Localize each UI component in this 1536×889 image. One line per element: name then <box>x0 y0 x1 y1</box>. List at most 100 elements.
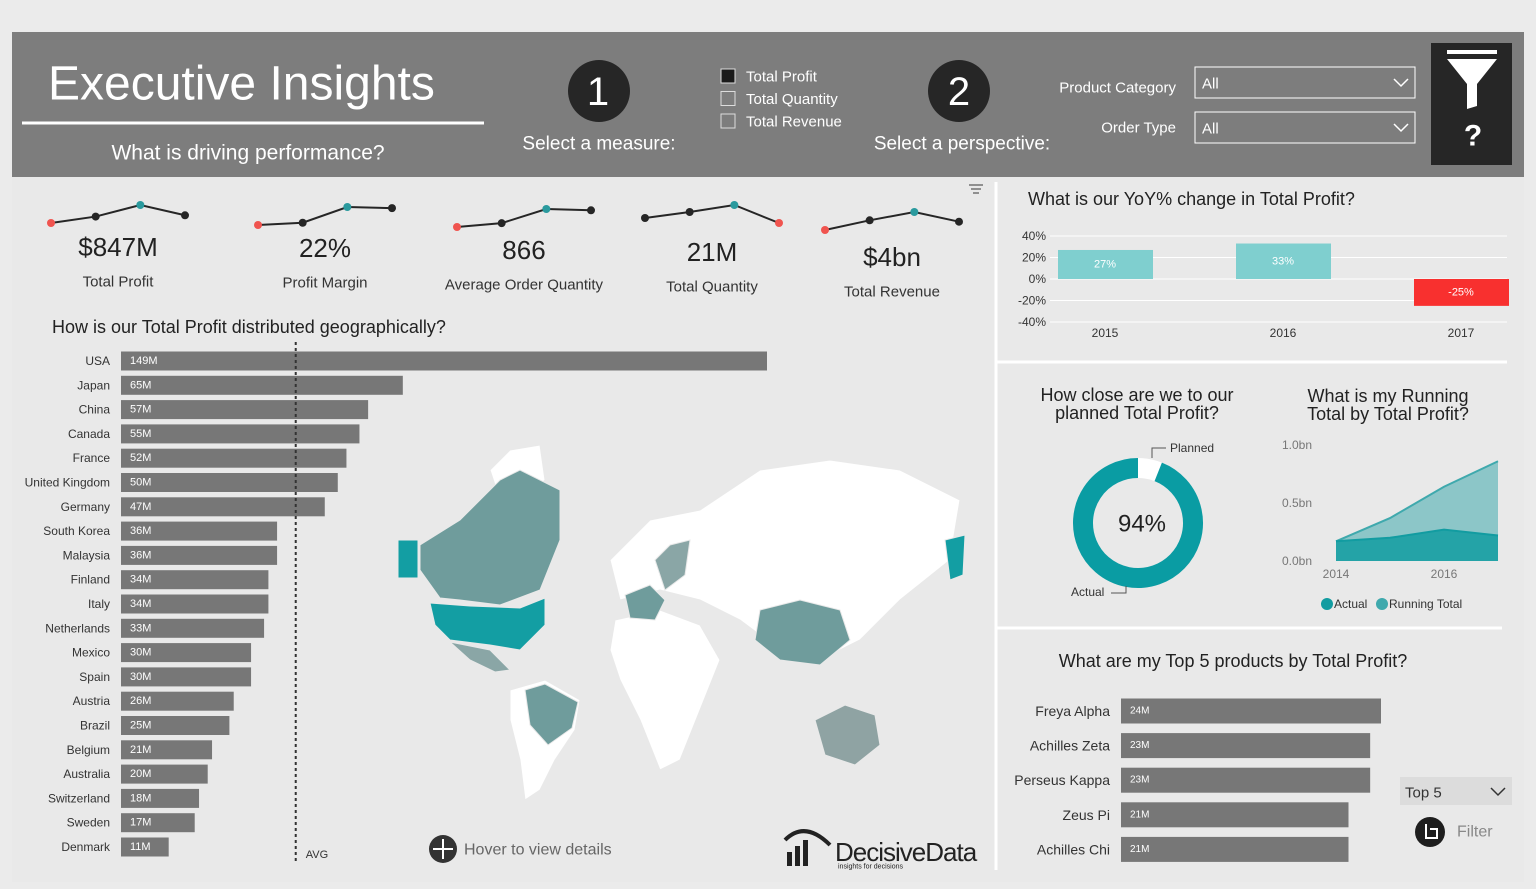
logo-tagline: insights for decisions <box>838 864 903 871</box>
filter-label: Order Type <box>1101 120 1176 137</box>
bar <box>1058 249 1153 279</box>
value-label: 23M <box>1130 740 1149 751</box>
value-label: 21M <box>1130 844 1149 855</box>
legend-label: Running Total <box>1389 597 1462 611</box>
chart-title: What are my Top 5 products by Total Prof… <box>1059 651 1408 671</box>
logo-name: DecisiveData <box>835 837 978 867</box>
filter-hand-icon[interactable] <box>1415 817 1445 847</box>
category-label: South Korea <box>43 524 110 538</box>
sparkline-point <box>775 219 783 227</box>
sparkline-point <box>497 219 506 228</box>
bar <box>121 400 369 420</box>
category-label: Austria <box>73 694 111 708</box>
sort-icon[interactable] <box>969 184 983 194</box>
category-label: France <box>73 451 111 465</box>
bar <box>121 740 213 760</box>
x-tick-label: 2014 <box>1323 567 1350 581</box>
sparkline-point <box>821 226 829 234</box>
bar <box>121 545 278 565</box>
chevron <box>1490 787 1506 797</box>
category-label: Switzerland <box>48 791 110 805</box>
bar <box>121 351 767 371</box>
value-label: 50M <box>130 477 151 489</box>
value-label: 27% <box>1094 258 1116 270</box>
value-label: 17M <box>130 817 151 829</box>
measure-label: Total Quantity <box>746 91 838 108</box>
value-label: 52M <box>130 452 151 464</box>
donut-center-label: 94% <box>1118 511 1166 538</box>
y-tick-label: 0% <box>1029 272 1047 286</box>
world-map <box>397 444 966 801</box>
donut-label: Actual <box>1071 585 1104 599</box>
filter-dropdown[interactable] <box>1194 66 1416 99</box>
value-label: 24M <box>1130 706 1149 717</box>
category-label: Perseus Kappa <box>1014 772 1110 788</box>
kpi-value: 866 <box>502 235 545 265</box>
sparkline-point <box>47 219 55 227</box>
legend-swatch <box>1321 598 1333 610</box>
bar <box>121 813 195 833</box>
value-label: 21M <box>130 744 151 756</box>
kpi-value: $4bn <box>863 242 921 272</box>
bar <box>1121 836 1349 862</box>
y-tick-label: 1.0bn <box>1282 438 1312 452</box>
step-number: 1 <box>587 70 609 114</box>
category-label: Achilles Chi <box>1037 841 1110 857</box>
value-label: 26M <box>130 695 151 707</box>
y-tick-label: 20% <box>1022 251 1046 265</box>
step-prompt: Select a measure: <box>522 134 675 155</box>
sparkline-point <box>910 208 919 216</box>
top-n-value: Top 5 <box>1405 785 1442 802</box>
bar <box>121 618 265 638</box>
sparkline <box>456 207 592 228</box>
y-tick-label: 0.5bn <box>1282 496 1312 510</box>
sparkline-point <box>955 217 963 226</box>
donut-label: Planned <box>1170 441 1214 455</box>
bar <box>121 594 269 614</box>
sparkline-point <box>587 206 595 215</box>
bar <box>121 667 252 687</box>
map-hint: Hover to view details <box>464 842 612 859</box>
filter-value: All <box>1202 76 1219 93</box>
header-band <box>12 32 1524 177</box>
category-label: Mexico <box>72 646 110 660</box>
filter-dropdown[interactable] <box>1194 111 1416 144</box>
sparkline-point <box>254 221 262 229</box>
category-label: United Kingdom <box>25 476 110 490</box>
donut-segment <box>1073 458 1203 588</box>
bar <box>121 570 269 590</box>
step-prompt: Select a perspective: <box>874 134 1050 155</box>
kpi-value: 22% <box>299 233 351 263</box>
kpi-label: Total Quantity <box>666 279 758 296</box>
sparkline-point <box>453 223 461 231</box>
category-label: Finland <box>71 573 110 587</box>
category-label: Achilles Zeta <box>1030 738 1110 754</box>
area-fill <box>1336 529 1498 561</box>
chart-title: How is our Total Profit distributed geog… <box>52 317 446 337</box>
value-label: 30M <box>130 647 151 659</box>
x-tick-label: 2017 <box>1448 326 1475 340</box>
category-label: USA <box>85 354 110 368</box>
sparkline-point <box>542 205 551 213</box>
y-tick-label: 40% <box>1022 229 1046 243</box>
category-label: Germany <box>61 500 110 514</box>
kpi-label: Total Profit <box>83 274 155 291</box>
measure-checkbox[interactable] <box>720 91 736 106</box>
leader-line <box>1111 586 1127 594</box>
value-label: 149M <box>130 355 158 367</box>
value-label: 36M <box>130 549 151 561</box>
measure-checkbox[interactable] <box>720 68 736 84</box>
donut-segment <box>1137 458 1162 482</box>
value-label: 11M <box>130 841 151 853</box>
x-tick-label: 2016 <box>1431 567 1458 581</box>
sparkline-point <box>298 218 307 227</box>
kpi-value: $847M <box>78 232 158 262</box>
step-badge <box>568 60 630 122</box>
category-label: Belgium <box>67 743 110 757</box>
category-label: Zeus Pi <box>1063 807 1110 823</box>
category-label: Japan <box>77 378 110 392</box>
measure-checkbox[interactable] <box>720 113 736 129</box>
category-label: Spain <box>79 670 110 684</box>
